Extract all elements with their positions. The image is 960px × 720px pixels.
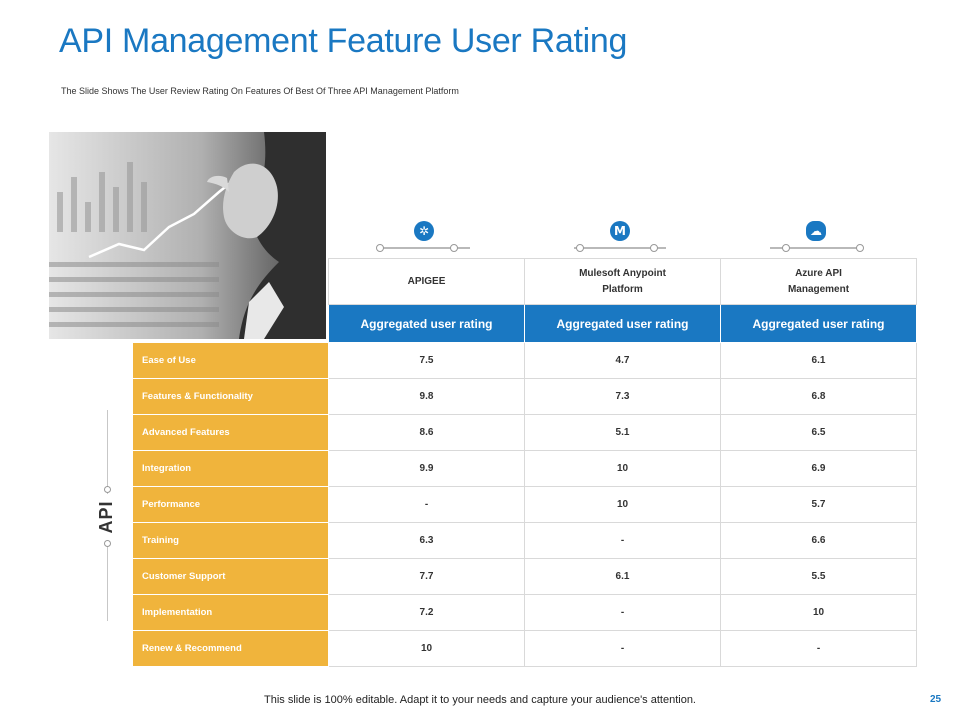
rating-value: 5.7 [720, 486, 917, 523]
slide-subtitle: The Slide Shows The User Review Rating O… [61, 86, 459, 96]
table-row: Ease of Use 7.5 4.7 6.1 [132, 342, 917, 379]
rating-value: 6.5 [720, 414, 917, 451]
rating-value: 10 [524, 450, 721, 487]
rating-value: 10 [720, 594, 917, 631]
feature-label: Advanced Features [132, 414, 329, 451]
rating-value: 9.9 [328, 450, 525, 487]
slide-title: API Management Feature User Rating [59, 22, 628, 60]
aggregated-rating-header: Aggregated user rating [524, 304, 721, 343]
rating-value: 10 [328, 630, 525, 667]
platform-name-apigee: APIGEE [328, 258, 525, 305]
rating-value: - [720, 630, 917, 667]
rating-value: 7.3 [524, 378, 721, 415]
connector-line [378, 247, 470, 249]
hand-drawing-graph-image [49, 132, 326, 339]
rating-value: 9.8 [328, 378, 525, 415]
connector-node [376, 244, 384, 252]
platform-name-line: APIGEE [407, 275, 446, 287]
rating-value: - [328, 486, 525, 523]
connector-node [650, 244, 658, 252]
platform-name-line: Platform [602, 283, 643, 295]
rating-value: 6.8 [720, 378, 917, 415]
connector-line [574, 247, 666, 249]
platform-name-line: Management [787, 283, 850, 295]
rating-value: - [524, 594, 721, 631]
table-row: Advanced Features 8.6 5.1 6.5 [132, 414, 917, 451]
rating-value: 10 [524, 486, 721, 523]
rating-value: - [524, 630, 721, 667]
rating-value: 7.7 [328, 558, 525, 595]
connector-node [576, 244, 584, 252]
rating-value: 7.5 [328, 342, 525, 379]
side-connector-node [104, 540, 111, 547]
table-row: Implementation 7.2 - 10 [132, 594, 917, 631]
aggregated-rating-header: Aggregated user rating [720, 304, 917, 343]
connector-node [856, 244, 864, 252]
rating-value: 8.6 [328, 414, 525, 451]
platform-header-azure: ☁ [718, 218, 914, 258]
feature-label: Features & Functionality [132, 378, 329, 415]
side-connector-line [107, 410, 108, 494]
side-connector-line [107, 543, 108, 621]
feature-label: Training [132, 522, 329, 559]
empty-corner-cell [133, 259, 329, 305]
rating-table: APIGEE Mulesoft Anypoint Platform Azure A… [132, 258, 917, 667]
rating-value: 5.1 [524, 414, 721, 451]
mulesoft-logo-icon: M [610, 221, 630, 241]
rating-value: 6.3 [328, 522, 525, 559]
platform-name-line: Azure API [795, 267, 842, 279]
apigee-logo-icon: ✲ [414, 221, 434, 241]
rating-value: 6.6 [720, 522, 917, 559]
feature-label: Integration [132, 450, 329, 487]
footer-note: This slide is 100% editable. Adapt it to… [264, 694, 696, 706]
feature-label: Implementation [132, 594, 329, 631]
platform-name-line: Mulesoft Anypoint [579, 267, 666, 279]
table-row: Performance - 10 5.7 [132, 486, 917, 523]
connector-node [782, 244, 790, 252]
empty-corner-cell [133, 305, 329, 343]
photo-illustration [49, 132, 326, 339]
platform-header-apigee: ✲ [326, 218, 522, 258]
feature-label: Performance [132, 486, 329, 523]
rating-value: 6.1 [720, 342, 917, 379]
platform-name-mulesoft: Mulesoft Anypoint Platform [524, 258, 721, 305]
table-row: Renew & Recommend 10 - - [132, 630, 917, 667]
rating-value: - [524, 522, 721, 559]
api-side-label-text: API [96, 500, 116, 534]
table-row: Training 6.3 - 6.6 [132, 522, 917, 559]
feature-label: Customer Support [132, 558, 329, 595]
rating-value: 5.5 [720, 558, 917, 595]
api-side-label: API [96, 493, 120, 541]
platform-header-mulesoft: M [522, 218, 718, 258]
table-row: Integration 9.9 10 6.9 [132, 450, 917, 487]
aggregated-header-row: Aggregated user rating Aggregated user r… [133, 304, 917, 343]
platform-name-azure: Azure API Management [720, 258, 917, 305]
rating-value: 7.2 [328, 594, 525, 631]
feature-label: Ease of Use [132, 342, 329, 379]
rating-value: 4.7 [524, 342, 721, 379]
aggregated-rating-header: Aggregated user rating [328, 304, 525, 343]
rating-value: 6.9 [720, 450, 917, 487]
table-row: Customer Support 7.7 6.1 5.5 [132, 558, 917, 595]
platform-name-row: APIGEE Mulesoft Anypoint Platform Azure A… [133, 258, 917, 305]
feature-label: Renew & Recommend [132, 630, 329, 667]
side-connector-node [104, 486, 111, 493]
page-number: 25 [930, 694, 942, 705]
table-row: Features & Functionality 9.8 7.3 6.8 [132, 378, 917, 415]
rating-value: 6.1 [524, 558, 721, 595]
connector-line [770, 247, 862, 249]
azure-cloud-icon: ☁ [806, 221, 826, 241]
connector-node [450, 244, 458, 252]
